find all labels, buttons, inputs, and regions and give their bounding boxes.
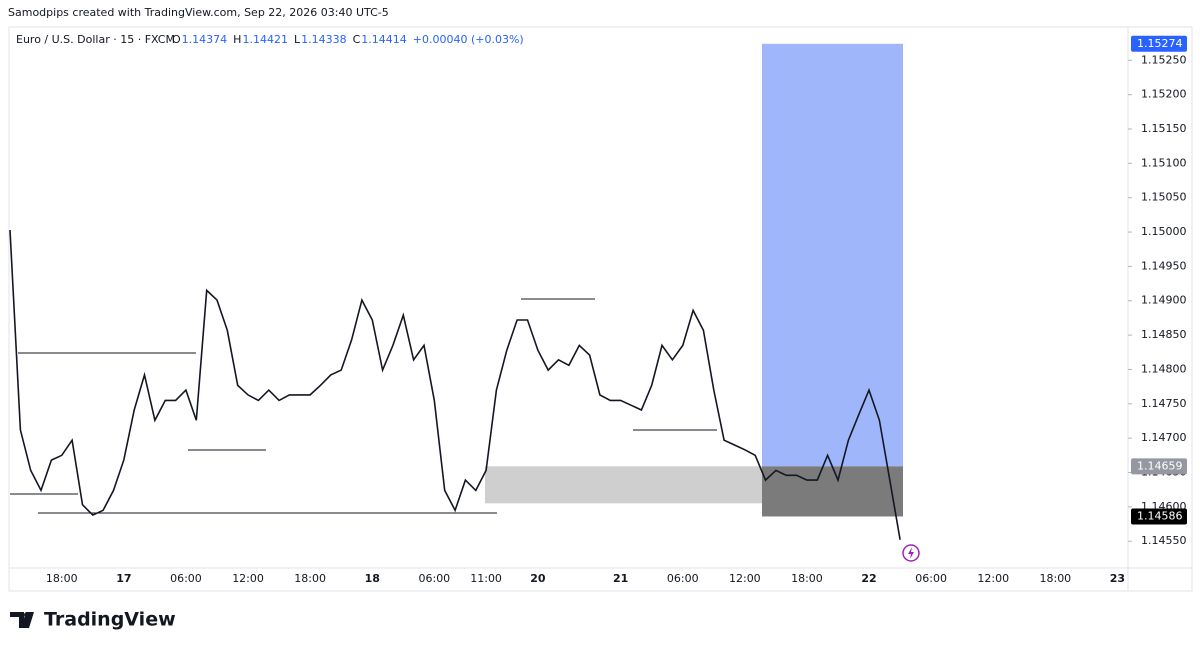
y-tick-label: 1.14950 xyxy=(1141,259,1187,272)
x-tick-label: 18:00 xyxy=(791,572,823,585)
ohlc-value: 1.14421 xyxy=(242,33,288,46)
price-badge-label: 1.14586 xyxy=(1137,509,1183,522)
tradingview-logo: TradingView xyxy=(10,609,176,631)
price-badge xyxy=(1131,458,1187,475)
ohlc-value: 1.14374 xyxy=(182,33,228,46)
x-tick-label: 11:00 xyxy=(470,572,502,585)
logo-dot xyxy=(24,612,30,618)
alert-bolt xyxy=(908,547,914,559)
chart-frame xyxy=(8,26,1193,592)
price-badge xyxy=(1131,35,1187,52)
x-tick-label: 12:00 xyxy=(729,572,761,585)
y-tick-label: 1.15150 xyxy=(1141,122,1187,135)
logo-text: TradingView xyxy=(44,609,176,631)
ohlc-key: L xyxy=(294,33,301,46)
symbol-title: Euro / U.S. Dollar · 15 · FXCM xyxy=(16,33,175,46)
x-tick-label: 06:00 xyxy=(667,572,699,585)
y-tick-label: 1.15000 xyxy=(1141,225,1187,238)
y-tick-label: 1.14700 xyxy=(1141,431,1187,444)
y-tick-label: 1.14550 xyxy=(1141,534,1187,547)
y-tick-label: 1.14900 xyxy=(1141,294,1187,307)
ohlc-legend: O 1.14374 H 1.14421 L 1.14338 C 1.14414 +0.00040… xyxy=(172,33,524,46)
price-badge xyxy=(1131,508,1187,525)
y-tick-label: 1.14850 xyxy=(1141,328,1187,341)
alert-icon xyxy=(902,544,920,562)
ohlc-key: O xyxy=(172,33,181,46)
y-tick-label: 1.14800 xyxy=(1141,362,1187,375)
price-line xyxy=(9,229,901,540)
drawings xyxy=(10,298,717,514)
x-tick-label: 22 xyxy=(861,572,876,585)
x-tick-label: 06:00 xyxy=(418,572,450,585)
y-tick-label: 1.15100 xyxy=(1141,156,1187,169)
y-tick-label: 1.14750 xyxy=(1141,397,1187,410)
target-zone xyxy=(762,43,903,467)
y-tick-label: 1.15200 xyxy=(1141,88,1187,101)
x-tick-label: 12:00 xyxy=(977,572,1009,585)
y-tick-label: 1.15050 xyxy=(1141,191,1187,204)
x-tick-label: 06:00 xyxy=(170,572,202,585)
price-badge-label: 1.15274 xyxy=(1137,37,1183,50)
x-tick-label: 18:00 xyxy=(1039,572,1071,585)
ohlc-value: 1.14338 xyxy=(301,33,347,46)
x-tick-label: 18 xyxy=(365,572,380,585)
x-tick-label: 23 xyxy=(1110,572,1125,585)
x-tick-label: 18:00 xyxy=(294,572,326,585)
ohlc-key: C xyxy=(353,33,361,46)
x-tick-label: 21 xyxy=(613,572,628,585)
y-tick-label: 1.15250 xyxy=(1141,53,1187,66)
header-text: Samodpips created with TradingView.com, … xyxy=(8,6,389,19)
zones xyxy=(485,43,903,517)
supply-box xyxy=(485,466,762,504)
x-tick-label: 06:00 xyxy=(915,572,947,585)
ohlc-value: 1.14414 xyxy=(361,33,407,46)
x-tick-label: 18:00 xyxy=(46,572,78,585)
x-tick-label: 17 xyxy=(116,572,131,585)
x-tick-label: 20 xyxy=(530,572,546,585)
x-tick-label: 12:00 xyxy=(232,572,264,585)
ohlc-key: H xyxy=(233,33,241,46)
price-badge-label: 1.14659 xyxy=(1137,459,1183,472)
change: +0.00040 (+0.03%) xyxy=(413,33,524,46)
